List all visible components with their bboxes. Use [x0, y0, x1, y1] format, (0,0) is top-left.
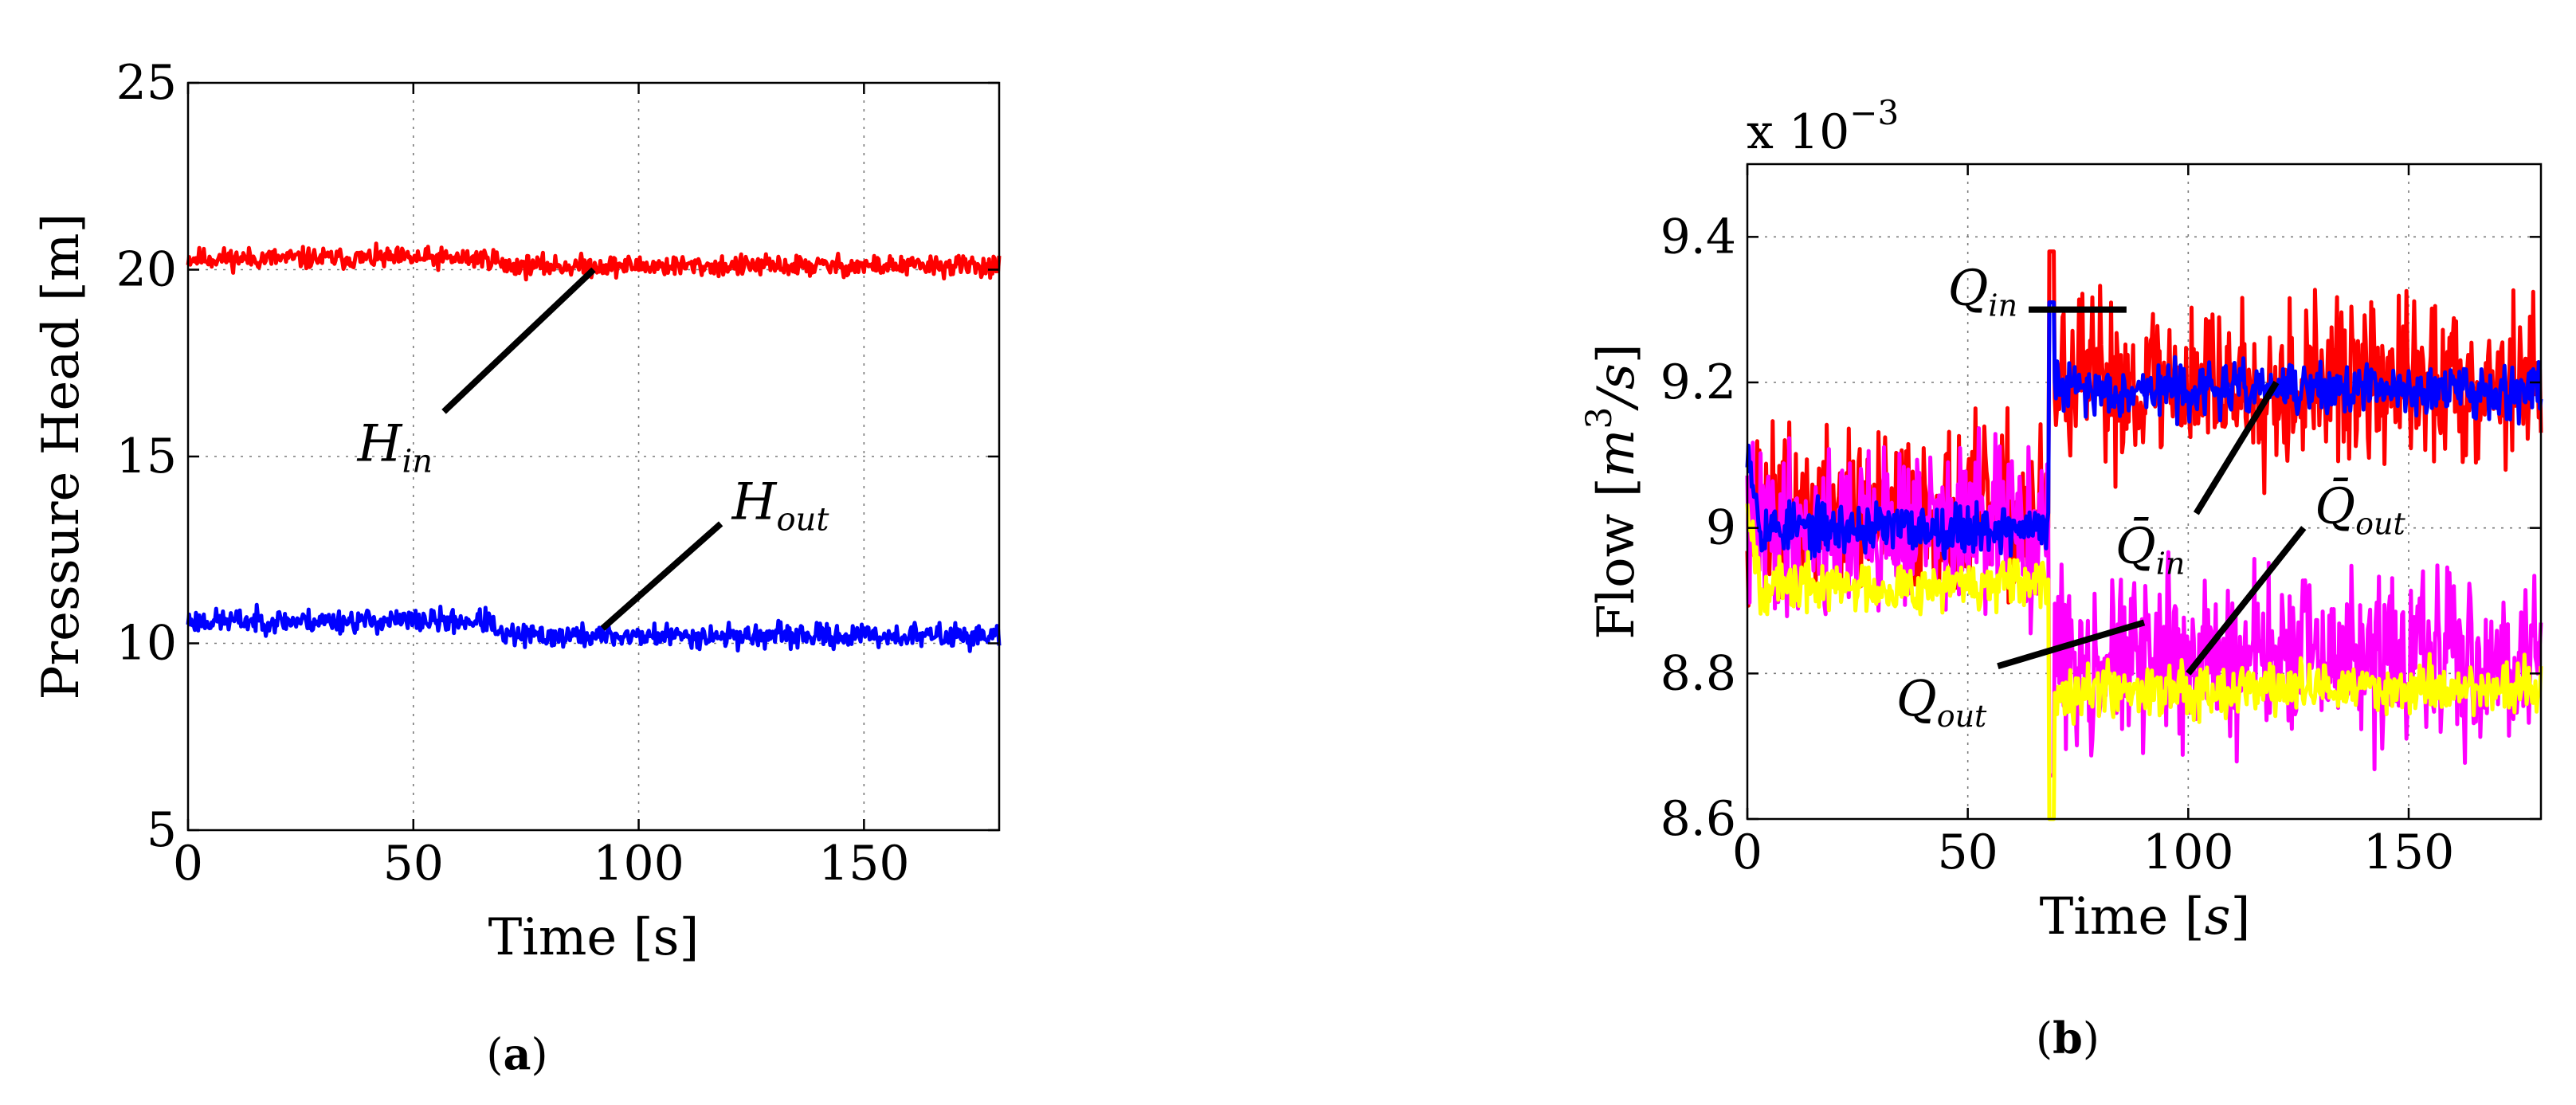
- panel-a-x-axis-title: Time [s]: [488, 908, 700, 967]
- panel-a-ticks: 0 50 100 150 5 10 15 20 25: [116, 55, 999, 891]
- panel-b-y-exponent: x 10−3: [1747, 93, 1899, 160]
- panel-b-label-0: Qin: [1948, 259, 2017, 323]
- panel-b-leader-2: [1997, 619, 2146, 670]
- panel-b-caption: (b): [2036, 1013, 2100, 1064]
- panel-b-x-tick-label-2: 100: [2143, 825, 2234, 880]
- panel-b-y-axis-title-power: 3: [1579, 407, 1620, 429]
- panel-b-y-axis-title: Flow [m3/s]: [1579, 343, 1646, 640]
- panel-b-y-tick-label-2: 9: [1706, 500, 1736, 556]
- panel-b-label-1-base: Q̄: [2115, 516, 2156, 574]
- panel-b-y-axis-title-tail: /s: [1587, 363, 1646, 411]
- panel-a-label-0: Hin: [357, 415, 433, 480]
- panel-b-x-tick-label-3: 150: [2363, 825, 2455, 880]
- panel-b-y-tick-label-4: 9.4: [1660, 209, 1736, 264]
- panel-a-y-tick-label-1: 10: [116, 616, 177, 672]
- panel-a-leader-1: [600, 521, 723, 631]
- panel-b-y-exponent-power: −3: [1849, 93, 1899, 132]
- panel-b-axes-frame: [1746, 163, 2543, 821]
- panel-b-label-0-sub: in: [1988, 288, 2017, 323]
- panel-a-caption-letter: a: [504, 1029, 531, 1080]
- panel-b-leader-1: [2193, 380, 2280, 515]
- panel-a-series: [186, 241, 1002, 653]
- panel-b-series-2-line: [1745, 300, 2543, 561]
- panel-b-y-exponent-base: x 10: [1747, 104, 1849, 160]
- panel-a-x-tick-label-3: 150: [818, 836, 910, 891]
- panel-a-series-1-line: [186, 602, 1002, 653]
- panel-a-label-0-sub: in: [402, 444, 433, 480]
- panel-b-series-3-line: [1745, 503, 2543, 821]
- panel-b-x-axis-title: Time [s]: [2040, 888, 2251, 946]
- panel-a-caption: (a): [486, 1029, 547, 1080]
- panel-b-label-1: Q̄in: [2115, 516, 2185, 581]
- panel-a-label-1-base: H: [731, 472, 778, 531]
- panel-b-label-3: Q̄out: [2315, 476, 2405, 541]
- panel-b-y-axis-title-base: Flow: [1587, 497, 1646, 640]
- panel-b-x-axis-title-base: Time: [2040, 888, 2185, 946]
- panel-a-grid: [188, 83, 999, 830]
- panel-a-series-0-line: [186, 241, 1002, 282]
- panel-a-label-0-base: H: [357, 415, 403, 474]
- panel-b-label-2-sub: out: [1937, 699, 1987, 734]
- panel-b-y-tick-label-1: 8.8: [1660, 645, 1736, 701]
- panel-b-y-tick-label-0: 8.6: [1660, 791, 1736, 847]
- panel-a-leader-0: [441, 267, 596, 414]
- panel-a-y-axis-title: Pressure Head [m]: [32, 213, 91, 699]
- panel-b-label-0-base: Q: [1948, 259, 1989, 317]
- panel-b-leader-3: [2186, 526, 2307, 676]
- panel-a-x-tick-label-0: 0: [173, 836, 203, 891]
- panel-b-label-1-sub: in: [2156, 546, 2186, 581]
- panel-b-x-axis-title-unit: s: [2205, 888, 2231, 946]
- panel-b-label-3-sub: out: [2355, 507, 2405, 542]
- panel-b-ticks: 0 50 100 150 8.6 8.8 9 9.2 9.4: [1660, 164, 2541, 880]
- panel-a-x-tick-label-1: 50: [383, 836, 444, 891]
- panel-a-y-tick-label-3: 20: [116, 242, 177, 298]
- panel-b-y-axis-title-unit: m: [1587, 429, 1646, 478]
- panel-b-x-tick-label-1: 50: [1937, 825, 1998, 880]
- panel-a-label-1: Hout: [731, 472, 830, 538]
- panel-a-y-tick-label-0: 5: [147, 802, 177, 858]
- panel-b-caption-letter: b: [2053, 1013, 2083, 1064]
- panel-b-label-2: Qout: [1896, 669, 1987, 734]
- panel-b-y-tick-label-3: 9.2: [1660, 355, 1736, 410]
- panel-a-label-1-sub: out: [776, 501, 829, 538]
- panel-b-label-3-base: Q̄: [2315, 476, 2355, 535]
- panel-a-y-tick-label-2: 15: [116, 429, 177, 484]
- panel-b-series: [1745, 249, 2543, 821]
- panel-b-x-tick-label-0: 0: [1732, 825, 1762, 880]
- panel-a-y-tick-label-4: 25: [116, 55, 177, 111]
- panel-b-label-2-base: Q: [1896, 669, 1937, 727]
- panel-a-x-tick-label-2: 100: [593, 836, 684, 891]
